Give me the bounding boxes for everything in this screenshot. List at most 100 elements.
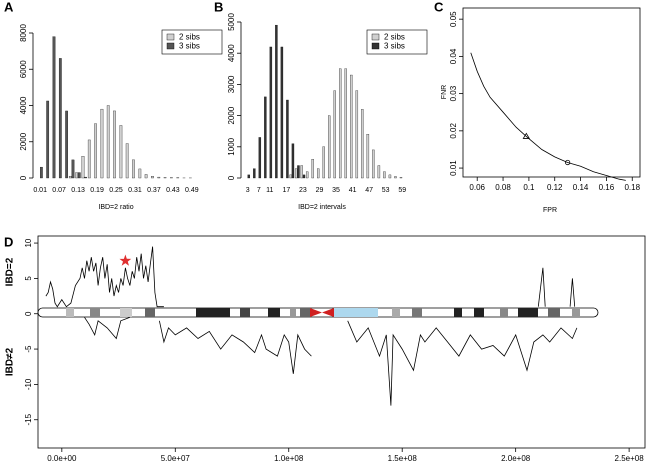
panel-letter: A xyxy=(4,0,14,14)
bar xyxy=(78,173,80,178)
x-tick-label: 0.12 xyxy=(547,183,563,192)
bar xyxy=(317,169,319,178)
x-tick-label: 0.07 xyxy=(52,187,66,194)
x-tick-label: 1.0e+08 xyxy=(274,454,304,463)
bar xyxy=(394,176,396,178)
bar xyxy=(367,134,369,178)
x-tick-label: 0.37 xyxy=(147,187,161,194)
bar xyxy=(356,91,358,178)
bar xyxy=(400,177,402,178)
bar xyxy=(275,25,277,178)
y-tick-label: 4000 xyxy=(19,96,28,114)
y-tick-label: 5000 xyxy=(227,13,236,31)
y-tick-label: 2000 xyxy=(227,106,236,124)
legend-label: 2 sibs xyxy=(179,33,200,42)
x-tick-label: 7 xyxy=(257,187,261,194)
y-tick-label: 10 xyxy=(24,238,33,247)
bar xyxy=(53,37,55,178)
bar xyxy=(75,173,77,178)
x-tick-label: 0.19 xyxy=(90,187,104,194)
bar xyxy=(164,177,166,178)
bar xyxy=(323,147,325,178)
x-tick-label: 0.0e+00 xyxy=(47,454,77,463)
bar xyxy=(40,167,42,178)
bar xyxy=(389,175,391,178)
bar xyxy=(101,109,103,178)
y-axis-title: FNR xyxy=(441,85,448,99)
y-tick-label: -15 xyxy=(24,413,33,425)
bar xyxy=(248,175,250,178)
bar xyxy=(139,169,141,178)
x-tick-label: 17 xyxy=(282,187,290,194)
legend-swatch xyxy=(372,34,379,40)
x-tick-label: 3 xyxy=(246,187,250,194)
bar xyxy=(46,101,48,178)
star-marker xyxy=(121,256,131,265)
bar xyxy=(350,75,352,178)
y-tick-label: 1000 xyxy=(227,137,236,155)
bar xyxy=(151,176,153,178)
x-tick-label: 0.06 xyxy=(469,183,485,192)
bar xyxy=(69,176,71,178)
bar xyxy=(126,144,128,178)
data-line xyxy=(471,53,626,181)
bar xyxy=(339,69,341,178)
data-line xyxy=(85,317,577,405)
bar xyxy=(295,169,297,178)
bar xyxy=(94,124,96,178)
y-tick-label: 0 xyxy=(227,175,236,180)
y-tick-label: 5 xyxy=(24,276,33,281)
bar xyxy=(286,100,288,178)
plot-frame xyxy=(38,236,645,448)
x-tick-label: 23 xyxy=(299,187,307,194)
x-tick-label: 0.31 xyxy=(128,187,142,194)
x-tick-label: 2.5e+08 xyxy=(615,454,645,463)
legend-swatch xyxy=(167,34,174,40)
y-tick-label: 0 xyxy=(19,175,28,180)
bar xyxy=(120,125,122,178)
x-axis-title: FPR xyxy=(543,207,557,214)
bar xyxy=(113,111,115,178)
bar xyxy=(312,159,314,178)
x-tick-label: 0.25 xyxy=(109,187,123,194)
y-tick-label: 3000 xyxy=(227,75,236,93)
x-tick-label: 0.43 xyxy=(166,187,180,194)
y-tick-label: 0.01 xyxy=(449,160,458,176)
x-axis-title: IBD=2 ratio xyxy=(98,204,133,211)
bar xyxy=(145,174,147,178)
bar xyxy=(84,177,86,178)
y-axis-title: IBD=2 xyxy=(5,257,16,286)
bar xyxy=(253,169,255,178)
panel-letter: B xyxy=(214,0,223,14)
x-tick-label: 41 xyxy=(349,187,357,194)
bar xyxy=(378,166,380,178)
bar xyxy=(290,175,292,178)
legend-swatch xyxy=(372,43,379,49)
bar xyxy=(65,111,67,178)
x-axis-title: IBD=2 intervals xyxy=(298,204,346,211)
bar xyxy=(59,58,61,178)
y-tick-label: 0.02 xyxy=(449,123,458,139)
bar xyxy=(297,166,299,178)
y-tick-label: -10 xyxy=(24,378,33,390)
y-tick-label: 0.04 xyxy=(449,48,458,64)
y-axis-title: IBD≠2 xyxy=(5,347,16,376)
x-tick-label: 0.13 xyxy=(71,187,85,194)
x-tick-label: 0.01 xyxy=(33,187,47,194)
bar xyxy=(72,160,74,178)
bar xyxy=(301,166,303,178)
x-tick-label: 35 xyxy=(332,187,340,194)
bar xyxy=(383,172,385,178)
panel-letter: D xyxy=(4,234,13,249)
bar xyxy=(107,106,109,179)
x-tick-label: 1.5e+08 xyxy=(388,454,418,463)
y-tick-label: 2000 xyxy=(19,132,28,150)
x-tick-label: 2.0e+08 xyxy=(501,454,531,463)
bar xyxy=(328,116,330,178)
y-tick-label: 0.03 xyxy=(449,85,458,101)
legend-swatch xyxy=(167,43,174,49)
x-tick-label: 47 xyxy=(365,187,373,194)
legend-label: 2 sibs xyxy=(384,33,405,42)
x-tick-label: 53 xyxy=(382,187,390,194)
bar xyxy=(292,144,294,178)
